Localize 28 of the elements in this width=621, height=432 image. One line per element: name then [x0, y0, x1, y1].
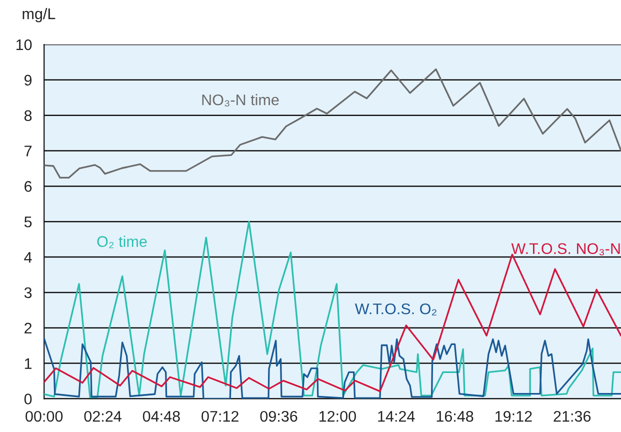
y-tick-label: 10: [16, 39, 32, 50]
y-axis-title: mg/L: [22, 8, 56, 22]
x-tick-label: 04:48: [142, 410, 180, 422]
y-tick-label: 9: [24, 74, 32, 86]
x-tick-label: 00:00: [26, 410, 63, 422]
x-tick-label: 12:00: [319, 410, 356, 422]
series-label: W.T.O.S. NO₃-N: [511, 243, 620, 256]
y-tick-label: 7: [24, 146, 32, 156]
y-tick-label: 6: [24, 181, 32, 192]
y-tick-label: 4: [24, 252, 32, 263]
line-series: [44, 254, 621, 392]
x-tick-label: 07:12: [202, 410, 238, 422]
y-tick-label: 2: [24, 322, 32, 334]
x-tick-label: 16:48: [436, 410, 474, 422]
y-tick-label: 8: [24, 110, 32, 122]
line-series: [44, 68, 621, 179]
x-tick-label: 14:24: [378, 410, 415, 422]
y-tick-label: 1: [24, 358, 32, 369]
x-tick-label: 02:24: [84, 410, 122, 422]
x-tick-label: 09:36: [260, 410, 298, 422]
y-tick-label: 3: [24, 287, 32, 298]
y-tick-label: 0: [24, 394, 32, 404]
series-label: NO₃-N time: [202, 94, 279, 107]
x-tick-label: 19:12: [495, 410, 532, 422]
series-label: O₂ time: [97, 236, 147, 248]
x-tick-label: 21:36: [554, 410, 591, 422]
y-tick-label: 5: [24, 216, 32, 228]
series-label: W.T.O.S. O₂: [354, 303, 436, 316]
